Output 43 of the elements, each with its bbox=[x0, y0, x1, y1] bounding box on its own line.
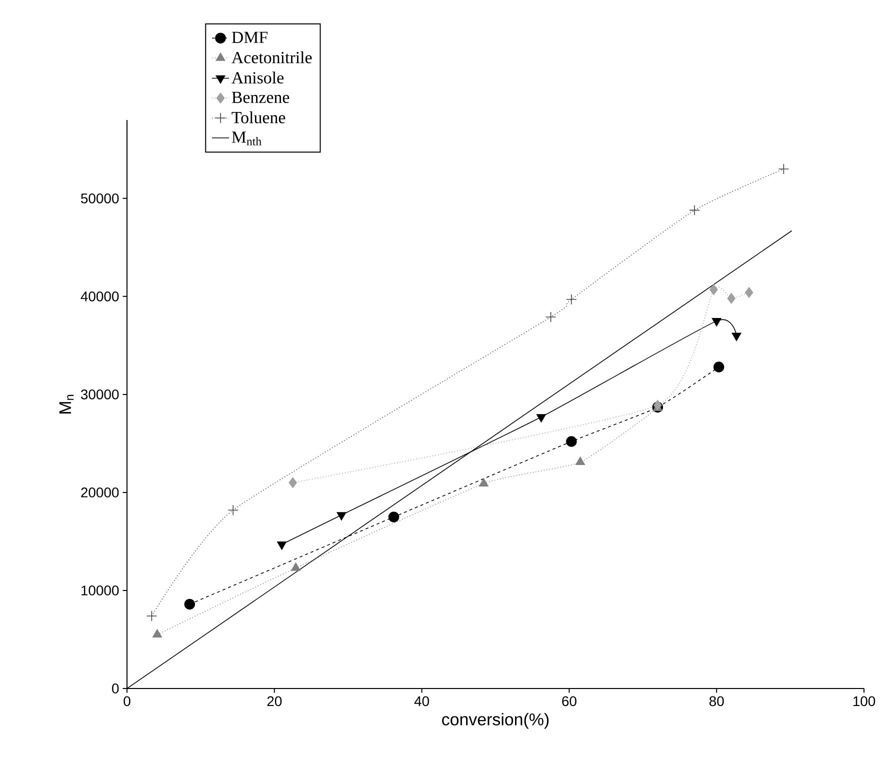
y-tick-label: 40000 bbox=[80, 291, 119, 302]
point bbox=[710, 284, 718, 295]
point bbox=[536, 414, 546, 422]
point bbox=[152, 629, 162, 638]
x-tick-label: 20 bbox=[267, 696, 282, 706]
point bbox=[689, 204, 700, 216]
point bbox=[778, 164, 790, 174]
point bbox=[566, 294, 577, 305]
point bbox=[336, 512, 346, 520]
point bbox=[184, 598, 196, 610]
y-tick-label: 30000 bbox=[80, 390, 119, 400]
point bbox=[744, 287, 754, 298]
x-tick-label: 60 bbox=[562, 696, 576, 706]
x-tick-label: 0 bbox=[124, 696, 130, 706]
legend-label: Acetonitrile bbox=[232, 51, 312, 64]
point bbox=[228, 504, 239, 516]
point bbox=[713, 362, 724, 372]
point bbox=[388, 512, 400, 522]
point bbox=[712, 318, 722, 326]
point bbox=[288, 477, 297, 488]
point bbox=[545, 312, 556, 322]
y-tick-label: 10000 bbox=[82, 586, 119, 596]
y-tick-label: 20000 bbox=[81, 488, 119, 498]
y-tick-label: 50000 bbox=[81, 193, 119, 204]
point bbox=[146, 610, 158, 622]
point bbox=[727, 293, 736, 304]
x-tick-label: 100 bbox=[853, 696, 876, 706]
x-tick-label: 40 bbox=[414, 696, 430, 706]
y-axis-title: M$_{n}$ bbox=[59, 394, 74, 414]
point bbox=[576, 456, 585, 465]
legend-label: Benzene bbox=[232, 92, 290, 104]
legend-label: Toluene bbox=[232, 111, 286, 124]
point bbox=[566, 436, 577, 447]
point bbox=[277, 542, 286, 550]
y-tick-label: 0 bbox=[112, 684, 119, 694]
point bbox=[291, 562, 300, 571]
point bbox=[732, 332, 742, 342]
point bbox=[479, 478, 488, 487]
x-axis-title: conversion(%) bbox=[442, 712, 549, 729]
legend-label: DMF bbox=[232, 32, 268, 43]
x-tick-label: 80 bbox=[709, 696, 724, 706]
legend-label: Anisole bbox=[232, 72, 284, 84]
legend-label: M$_{nth}$ bbox=[232, 132, 262, 146]
